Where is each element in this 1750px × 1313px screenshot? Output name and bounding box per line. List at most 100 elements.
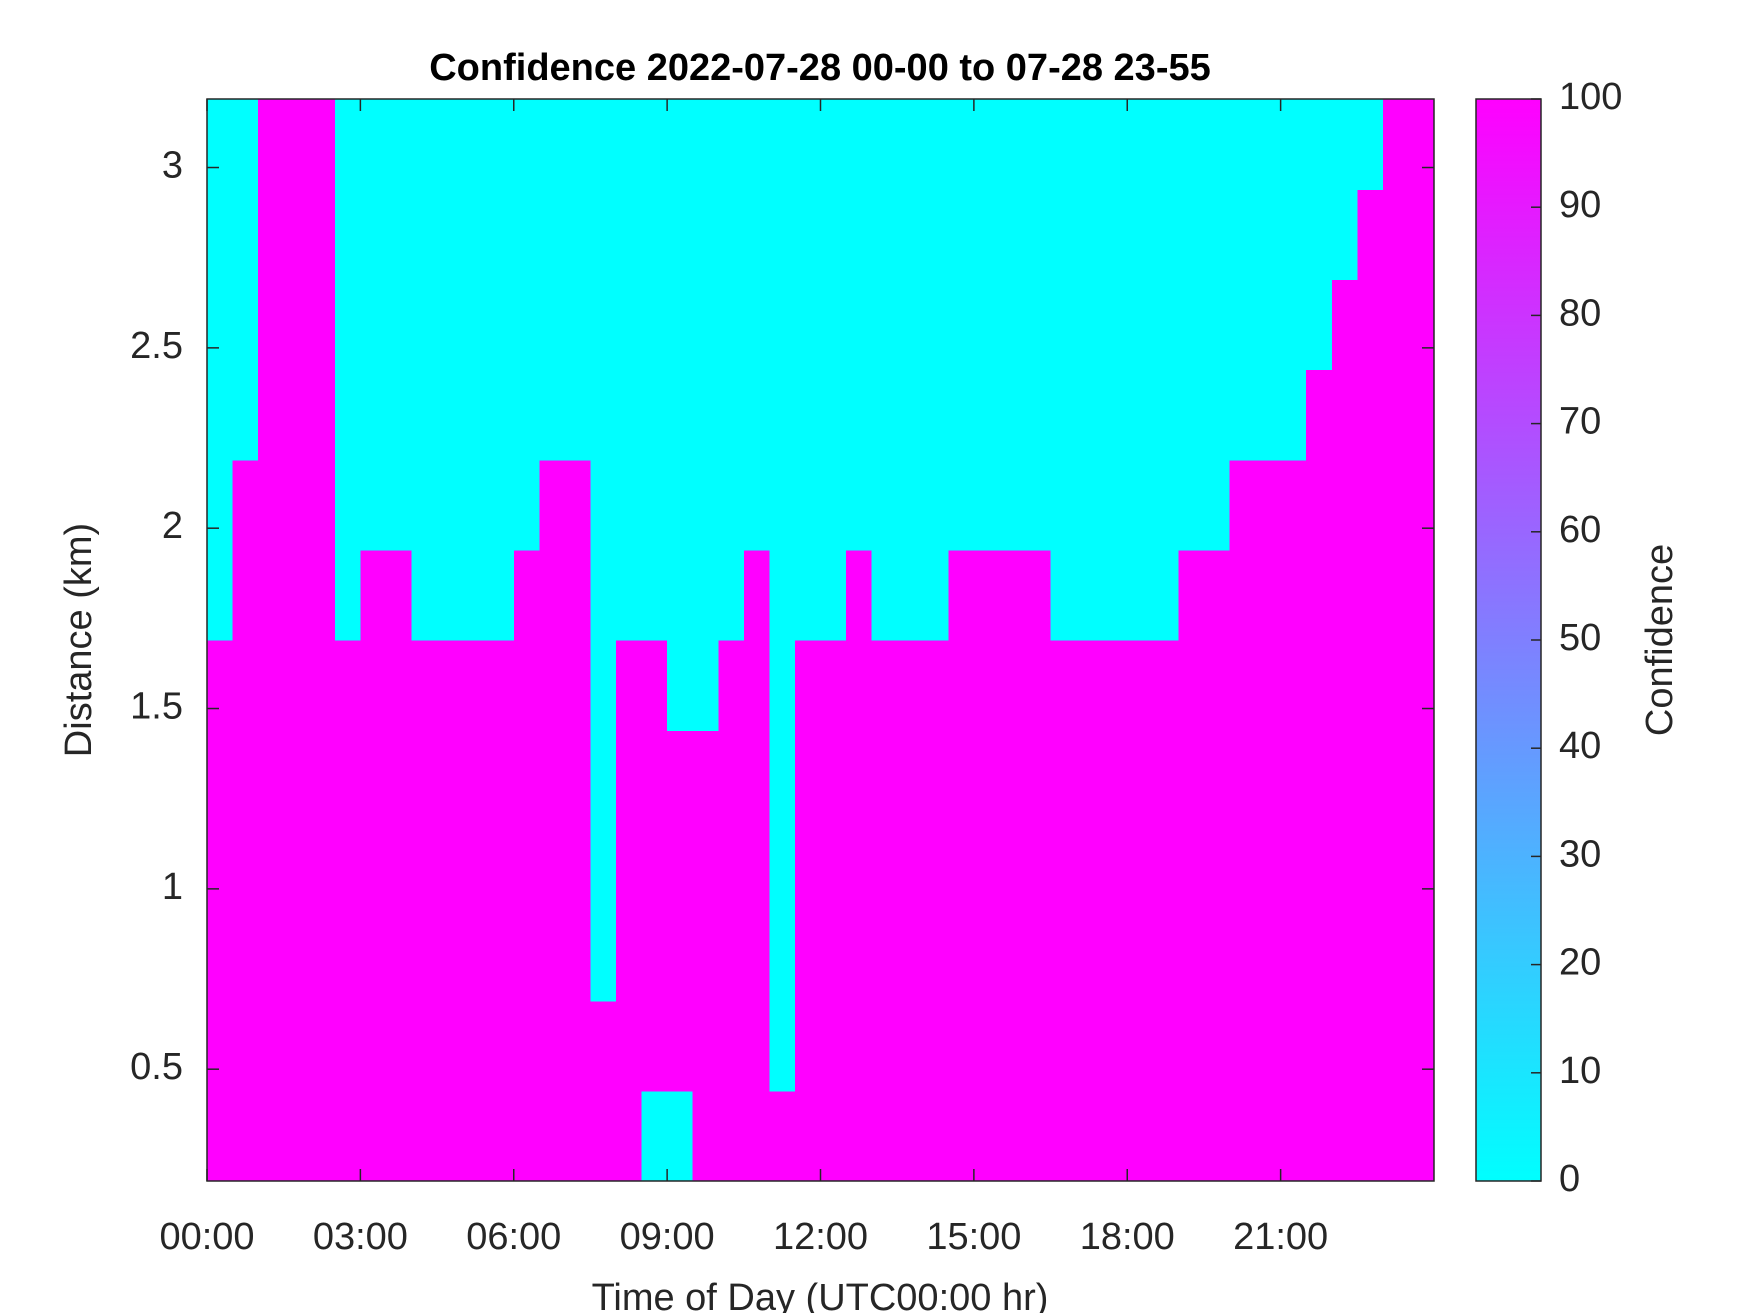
heatmap-cell [1331, 99, 1358, 190]
heatmap-cell [1255, 369, 1282, 461]
heatmap-cell [999, 279, 1026, 371]
heatmap-cell [769, 820, 796, 912]
heatmap-cell [718, 189, 745, 280]
heatmap-cell [437, 549, 464, 641]
heatmap-cell [462, 910, 489, 1002]
heatmap-cell [334, 99, 361, 190]
heatmap-cell [411, 1000, 438, 1092]
heatmap-cell [207, 910, 234, 1002]
heatmap-cell [1203, 1090, 1231, 1182]
heatmap-cell [1306, 459, 1333, 551]
heatmap-cell [1203, 279, 1231, 371]
heatmap-cell [1280, 459, 1307, 551]
heatmap-cell [1203, 910, 1231, 1002]
heatmap-cell [539, 459, 566, 551]
heatmap-cell [1408, 910, 1435, 1002]
heatmap-cell [743, 369, 770, 461]
heatmap-cell [1101, 99, 1128, 190]
heatmap-cell [1229, 910, 1256, 1002]
heatmap-cell [385, 730, 413, 821]
heatmap-cell [1357, 910, 1384, 1002]
heatmap-cell [283, 640, 310, 731]
heatmap-cell [437, 1000, 464, 1092]
heatmap-cell [1025, 459, 1052, 551]
heatmap-cell [590, 459, 617, 551]
heatmap-cell [1306, 279, 1333, 371]
heatmap-cell [769, 459, 796, 551]
heatmap-cell [258, 640, 285, 731]
heatmap-cell [1178, 820, 1205, 912]
heatmap-cell [590, 1000, 617, 1092]
heatmap-cell [488, 820, 515, 912]
heatmap-cell [232, 1090, 259, 1182]
heatmap-cell [1229, 549, 1256, 641]
chart-title: Confidence 2022-07-28 00-00 to 07-28 23-… [429, 47, 1211, 89]
heatmap-cell [360, 820, 387, 912]
heatmap-cell [922, 1000, 949, 1092]
colorbar [1475, 98, 1542, 1182]
heatmap-cell [794, 459, 822, 551]
heatmap-cell [1127, 640, 1154, 731]
heatmap-cell [820, 730, 847, 821]
heatmap-cell [1229, 1000, 1256, 1092]
heatmap-cell [232, 279, 259, 371]
heatmap-cell [360, 1090, 387, 1182]
heatmap-cell [1127, 99, 1154, 190]
heatmap-cell [258, 279, 285, 371]
heatmap-cell [1178, 549, 1205, 641]
y-tick-label: 2.5 [130, 325, 183, 367]
heatmap-cell [513, 910, 540, 1002]
heatmap-cell [488, 1090, 515, 1182]
heatmap-cell [769, 369, 796, 461]
heatmap-cell [820, 1000, 847, 1092]
heatmap-cell [1152, 279, 1179, 371]
heatmap-cell [437, 369, 464, 461]
heatmap-cell [1382, 99, 1410, 190]
heatmap-cell [590, 730, 617, 821]
heatmap-cell [1076, 640, 1103, 731]
heatmap-cell [1229, 99, 1256, 190]
heatmap-cell [999, 1090, 1026, 1182]
heatmap-cell [922, 910, 949, 1002]
y-tick-label: 2 [162, 505, 183, 547]
heatmap-cell [897, 1090, 924, 1182]
heatmap-cell [1152, 459, 1179, 551]
heatmap-cell [232, 99, 259, 190]
heatmap-cell [1280, 1000, 1307, 1092]
heatmap-cell [1408, 1000, 1435, 1092]
heatmap-cell [488, 1000, 515, 1092]
heatmap-cell [1101, 640, 1128, 731]
heatmap-cell [948, 1090, 975, 1182]
y-tick-label: 1.5 [130, 686, 183, 728]
heatmap-cell [922, 459, 949, 551]
heatmap-cell [564, 910, 592, 1002]
heatmap-cell [1050, 820, 1077, 912]
heatmap-cell [1050, 459, 1077, 551]
heatmap-cell [1331, 1000, 1358, 1092]
heatmap-cell [334, 549, 361, 641]
heatmap-cell [207, 369, 234, 461]
heatmap-cell [692, 910, 719, 1002]
heatmap-cell [309, 189, 336, 280]
heatmap-cell [820, 910, 847, 1002]
heatmap-cell [846, 1090, 873, 1182]
heatmap-cell [1152, 189, 1179, 280]
heatmap-cell [1306, 99, 1333, 190]
heatmap-cell [1127, 1090, 1154, 1182]
heatmap-cell [488, 549, 515, 641]
heatmap-cell [564, 820, 592, 912]
heatmap-cell [641, 99, 668, 190]
heatmap-cell [539, 369, 566, 461]
heatmap-cell [871, 189, 898, 280]
x-tick-label: 21:00 [1233, 1216, 1328, 1258]
heatmap-cell [922, 820, 949, 912]
heatmap-cell [871, 549, 898, 641]
axes: 00:00 03:00 06:00 09:00 12:00 15:00 18:00 21:00… [130, 76, 1622, 1258]
heatmap [207, 99, 1435, 1182]
heatmap-cell [973, 640, 1001, 731]
heatmap-cell [1076, 459, 1103, 551]
heatmap-cell [1101, 189, 1128, 280]
heatmap-cell [616, 640, 643, 731]
heatmap-cell [973, 820, 1001, 912]
